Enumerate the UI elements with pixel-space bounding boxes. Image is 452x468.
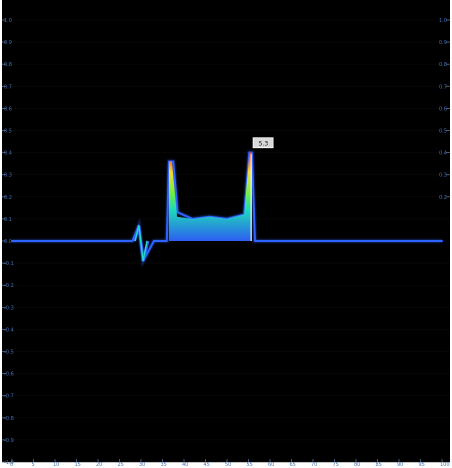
right-tick-label: 0.2 <box>439 195 447 201</box>
bottom-tick-label: 35 <box>161 462 167 468</box>
left-tick-label: -0.1 <box>4 261 14 267</box>
right-tick-label: 1.0 <box>439 18 447 24</box>
annotation-box <box>252 137 274 149</box>
bottom-axis: 0 5 10 15 20 25 30 35 40 45 50 55 60 65 70 75 80 85 90 95 10… <box>10 459 450 468</box>
left-tick-label: -0.2 <box>4 283 14 289</box>
left-tick-label: 0.5 <box>4 129 12 135</box>
bottom-tick-label: 10 <box>53 462 59 468</box>
annotation-group: 5.3 <box>250 137 274 241</box>
left-tick-label: 0.2 <box>4 195 12 201</box>
left-tick-label: -0.3 <box>4 305 14 311</box>
bottom-tick-label: 85 <box>376 462 382 468</box>
left-tick-label: 0.1 <box>4 217 12 223</box>
bottom-tick-label: 90 <box>397 462 403 468</box>
bottom-tick-label: 5 <box>32 462 35 468</box>
bottom-tick-label: 75 <box>333 462 339 468</box>
right-tick-label: 0.9 <box>439 40 447 46</box>
bottom-tick-label: 40 <box>182 462 188 468</box>
bottom-tick-label: 20 <box>96 462 102 468</box>
bottom-tick-label: 15 <box>75 462 81 468</box>
right-tick-label: 0.6 <box>439 106 447 112</box>
left-tick-label: 0.9 <box>4 40 12 46</box>
bottom-tick-label: 100 <box>440 462 450 468</box>
left-tick-label: -1.0 <box>4 460 14 466</box>
left-tick-label: -0.7 <box>4 394 14 400</box>
left-tick-label: 0.8 <box>4 62 12 68</box>
bottom-tick-label: 80 <box>354 462 360 468</box>
right-axis: 1.0 0.9 0.8 0.7 0.6 0.5 0.4 0.3 0.2 <box>439 18 450 201</box>
right-tick-label: 0.5 <box>439 129 447 135</box>
pulse-area <box>168 152 252 241</box>
right-tick-label: 0.3 <box>439 173 447 179</box>
left-tick-label: 0.7 <box>4 84 12 90</box>
left-tick-label: 0.4 <box>4 151 12 157</box>
bottom-tick-label: 50 <box>225 462 231 468</box>
left-tick-label: 0.3 <box>4 173 12 179</box>
left-tick-label: -0.8 <box>4 416 14 422</box>
bottom-tick-label: 30 <box>139 462 145 468</box>
left-tick-label: -0.5 <box>4 350 14 356</box>
left-tick-label: 0.0 <box>4 239 12 245</box>
bottom-tick-label: 60 <box>268 462 274 468</box>
small-spike-highlight <box>134 225 148 262</box>
right-tick-label: 0.7 <box>439 84 447 90</box>
series-group <box>11 150 443 268</box>
left-tick-label: -0.9 <box>4 438 14 444</box>
left-tick-label: -0.6 <box>4 372 14 378</box>
bottom-tick-label: 65 <box>290 462 296 468</box>
right-tick-label: 0.4 <box>439 151 447 157</box>
left-tick-label: 1.0 <box>4 18 12 24</box>
left-axis: 1.0 0.9 0.8 0.7 0.6 0.5 0.4 0.3 0.2 0.1 0.0 -0.1 -0.… <box>2 18 14 466</box>
annotation-label: 5.3 <box>259 140 269 147</box>
left-tick-label: -0.4 <box>4 327 14 333</box>
bottom-tick-label: 95 <box>419 462 425 468</box>
bottom-tick-label: 45 <box>204 462 210 468</box>
left-tick-label: 0.6 <box>4 106 12 112</box>
bottom-tick-label: 0 <box>10 462 13 468</box>
bottom-tick-label: 70 <box>311 462 317 468</box>
bottom-tick-label: 55 <box>247 462 253 468</box>
right-tick-label: 0.8 <box>439 62 447 68</box>
bottom-tick-label: 25 <box>118 462 124 468</box>
